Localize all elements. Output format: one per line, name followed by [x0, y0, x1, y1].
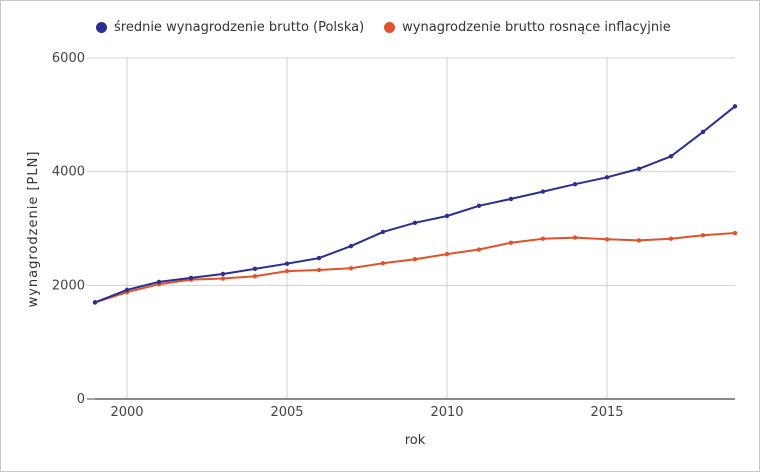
data-point[interactable]	[252, 274, 258, 279]
data-point[interactable]	[316, 255, 322, 261]
data-point[interactable]	[572, 181, 578, 187]
data-point[interactable]	[444, 213, 450, 219]
legend-label: wynagrodzenie brutto rosnące inflacyjnie	[402, 20, 671, 35]
data-point[interactable]	[92, 300, 98, 305]
data-point[interactable]	[668, 236, 674, 241]
legend-marker-icon	[384, 22, 396, 33]
legend-marker-icon	[96, 22, 107, 33]
x-axis-ticks: 2000 2005 2010 2015	[110, 405, 623, 420]
data-point[interactable]	[380, 260, 386, 266]
data-point[interactable]	[476, 203, 482, 208]
x-tick-label: 2010	[430, 405, 463, 420]
x-tick-label: 2005	[270, 405, 303, 420]
data-point[interactable]	[348, 243, 354, 249]
data-point[interactable]	[732, 104, 738, 109]
series-line[interactable]	[92, 104, 738, 305]
y-tick-label: 0	[77, 392, 85, 407]
data-point[interactable]	[380, 229, 386, 235]
data-point[interactable]	[636, 166, 642, 172]
gridlines	[87, 57, 735, 400]
data-point[interactable]	[508, 240, 514, 245]
data-point[interactable]	[636, 238, 642, 243]
legend-item-inflation-salary[interactable]: wynagrodzenie brutto rosnące inflacyjnie	[384, 20, 671, 35]
data-point[interactable]	[284, 261, 290, 266]
data-point[interactable]	[252, 266, 258, 272]
y-axis-ticks: 0 2000 4000 6000	[52, 51, 85, 407]
data-point[interactable]	[220, 271, 226, 277]
data-point[interactable]	[476, 247, 482, 252]
data-point[interactable]	[348, 266, 354, 271]
x-tick-label: 2000	[110, 405, 143, 420]
data-point[interactable]	[732, 230, 738, 236]
data-point[interactable]	[540, 236, 546, 241]
data-point[interactable]	[572, 235, 578, 240]
data-point[interactable]	[412, 220, 418, 226]
y-tick-label: 6000	[52, 51, 85, 66]
data-point[interactable]	[700, 233, 706, 238]
data-point[interactable]	[220, 276, 226, 281]
y-tick-label: 2000	[52, 278, 85, 293]
data-point[interactable]	[604, 237, 610, 242]
data-point[interactable]	[412, 256, 418, 262]
legend-item-average-salary[interactable]: średnie wynagrodzenie brutto (Polska)	[96, 20, 364, 35]
data-series	[92, 104, 738, 305]
data-point[interactable]	[316, 267, 322, 273]
y-axis-title: wynagrodzenie [PLN]	[26, 151, 41, 308]
y-tick-label: 4000	[52, 165, 85, 180]
data-point[interactable]	[124, 287, 130, 293]
data-point[interactable]	[668, 154, 674, 159]
data-point[interactable]	[508, 196, 514, 202]
series-line[interactable]	[92, 230, 738, 305]
x-tick-label: 2015	[590, 405, 623, 420]
data-point[interactable]	[444, 251, 450, 257]
chart-legend: średnie wynagrodzenie brutto (Polska) wy…	[96, 20, 691, 35]
data-point[interactable]	[540, 189, 546, 194]
data-point[interactable]	[604, 175, 610, 180]
data-point[interactable]	[188, 275, 194, 281]
legend-label: średnie wynagrodzenie brutto (Polska)	[114, 20, 365, 35]
x-axis-title: rok	[405, 433, 426, 448]
data-point[interactable]	[700, 129, 706, 135]
data-point[interactable]	[284, 268, 290, 274]
data-point[interactable]	[156, 279, 162, 285]
